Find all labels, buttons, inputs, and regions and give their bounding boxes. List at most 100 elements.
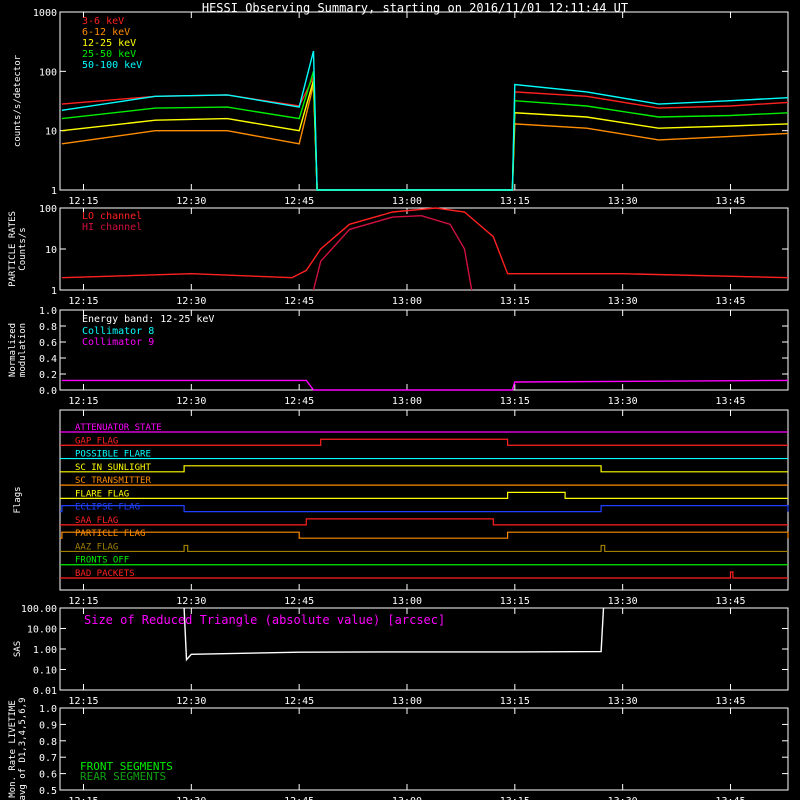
x-tick-label: 13:00 bbox=[392, 396, 422, 407]
y-axis-label: Flags bbox=[13, 486, 23, 513]
x-tick-label: 12:45 bbox=[284, 796, 314, 800]
flag-label: SC TRANSMITTER bbox=[75, 476, 151, 486]
x-tick-label: 13:45 bbox=[715, 796, 745, 800]
y-axis-label: PARTICLE RATES bbox=[8, 211, 18, 287]
x-tick-label: 12:45 bbox=[284, 196, 314, 207]
y-tick-label: 0.7 bbox=[39, 753, 57, 764]
panel-annotation: Size of Reduced Triangle (absolute value… bbox=[84, 613, 445, 627]
x-tick-label: 13:15 bbox=[500, 796, 530, 800]
flag-line bbox=[60, 505, 789, 513]
series-line bbox=[61, 76, 789, 191]
x-tick-label: 12:15 bbox=[68, 296, 98, 307]
x-tick-label: 13:15 bbox=[500, 396, 530, 407]
y-tick-label: 0.4 bbox=[39, 354, 57, 365]
panel-frame bbox=[59, 409, 789, 591]
x-tick-label: 12:45 bbox=[284, 596, 314, 607]
panel-1: 12:15 12:30 12:45 13:00 13:15 13:30 13:45 count… bbox=[13, 8, 789, 207]
flag-label: PARTICLE FLAG bbox=[75, 529, 145, 539]
y-axis-label: SAS bbox=[13, 641, 23, 657]
x-tick-label: 12:15 bbox=[68, 196, 98, 207]
x-tick-label: 12:15 bbox=[68, 696, 98, 707]
flag-line bbox=[60, 531, 789, 539]
series-line bbox=[61, 207, 789, 279]
y-axis-label: counts/s/detector bbox=[13, 54, 23, 147]
panel-6: 12:15 12:30 12:45 13:00 13:15 13:30 13:45 Mon. … bbox=[8, 698, 789, 800]
y-tick-label: 0.9 bbox=[39, 720, 57, 731]
flag-label: FRONTS OFF bbox=[75, 556, 129, 566]
legend-title: Energy band: 12-25 keV bbox=[82, 314, 214, 325]
panel-frame bbox=[59, 707, 789, 791]
x-tick-label: 12:45 bbox=[284, 696, 314, 707]
panel-2: 12:15 12:30 12:45 13:00 13:15 13:30 13:45 PARTI… bbox=[8, 204, 789, 307]
x-tick-label: 13:45 bbox=[715, 696, 745, 707]
x-tick-label: 12:30 bbox=[176, 296, 206, 307]
y-axis-label: avg of D1,3,4,5,6,9 bbox=[18, 698, 28, 800]
x-tick-label: 13:00 bbox=[392, 696, 422, 707]
x-tick-label: 13:45 bbox=[715, 396, 745, 407]
x-tick-label: 12:45 bbox=[284, 296, 314, 307]
flag-line bbox=[60, 465, 788, 473]
y-tick-label: 0.2 bbox=[39, 370, 57, 381]
series-line bbox=[61, 80, 789, 191]
legend-entry: 6-12 keV bbox=[82, 27, 130, 38]
y-tick-label: 1.0 bbox=[39, 704, 57, 715]
x-tick-label: 12:45 bbox=[284, 396, 314, 407]
flag-label: AAZ FLAG bbox=[75, 542, 118, 552]
figure-title: HESSI Observing Summary, starting on 201… bbox=[202, 1, 628, 15]
x-tick-label: 12:15 bbox=[68, 796, 98, 800]
flag-label: FLARE FLAG bbox=[75, 489, 129, 499]
flag-label: GAP FLAG bbox=[75, 436, 118, 446]
flag-label: BAD PACKETS bbox=[75, 569, 135, 579]
series-line bbox=[61, 379, 789, 391]
y-tick-label: 1.0 bbox=[39, 306, 57, 317]
series-line bbox=[183, 607, 605, 662]
flag-label: POSSIBLE FLARE bbox=[75, 450, 151, 460]
x-tick-label: 13:00 bbox=[392, 796, 422, 800]
legend-entry: FRONT SEGMENTS bbox=[80, 760, 173, 773]
series-line bbox=[61, 50, 789, 191]
legend-entry: 3-6 keV bbox=[82, 16, 124, 27]
flag-line bbox=[60, 438, 788, 446]
x-tick-label: 13:00 bbox=[392, 596, 422, 607]
y-axis-label: modulation bbox=[18, 323, 28, 377]
y-axis-label: Normalized bbox=[8, 323, 18, 377]
x-tick-label: 13:15 bbox=[500, 196, 530, 207]
legend-entry: 12-25 keV bbox=[82, 38, 136, 49]
legend-entry: HI channel bbox=[82, 222, 142, 233]
x-tick-label: 13:45 bbox=[715, 196, 745, 207]
y-tick-label: 10.00 bbox=[27, 625, 57, 636]
flag-label: SAA FLAG bbox=[75, 516, 118, 526]
panel-3: 12:15 12:30 12:45 13:00 13:15 13:30 13:45 Norma… bbox=[8, 306, 789, 407]
flag-line bbox=[60, 544, 788, 553]
y-tick-label: 0.01 bbox=[33, 686, 57, 697]
x-tick-label: 12:15 bbox=[68, 396, 98, 407]
x-tick-label: 13:00 bbox=[392, 196, 422, 207]
legend-entry: REAR SEGMENTS bbox=[80, 770, 166, 783]
panel-frame bbox=[59, 11, 789, 191]
panel-4: 12:15 12:30 12:45 13:00 13:15 13:30 13:45 Flags… bbox=[13, 409, 789, 607]
series-line bbox=[312, 214, 473, 291]
y-tick-label: 0.6 bbox=[39, 338, 57, 349]
x-tick-label: 13:15 bbox=[500, 296, 530, 307]
legend-entry: 50-100 keV bbox=[82, 60, 142, 71]
x-tick-label: 13:30 bbox=[608, 596, 638, 607]
y-tick-label: 0.8 bbox=[39, 737, 57, 748]
flag-label: ECLIPSE FLAG bbox=[75, 503, 140, 513]
flag-line bbox=[60, 571, 788, 579]
x-tick-label: 12:30 bbox=[176, 396, 206, 407]
x-tick-label: 12:30 bbox=[176, 196, 206, 207]
y-tick-label: 0.8 bbox=[39, 322, 57, 333]
legend-entry: Collimator 9 bbox=[82, 337, 154, 348]
flag-label: SC IN SUNLIGHT bbox=[75, 463, 151, 473]
x-tick-label: 13:15 bbox=[500, 596, 530, 607]
series-line bbox=[61, 84, 789, 191]
x-tick-label: 13:30 bbox=[608, 396, 638, 407]
y-tick-label: 1.00 bbox=[33, 645, 57, 656]
legend-entry: LO channel bbox=[82, 211, 142, 222]
flag-label: ATTENUATOR STATE bbox=[75, 423, 162, 433]
y-tick-label: 0.5 bbox=[39, 786, 57, 797]
flag-line bbox=[60, 518, 788, 526]
x-tick-label: 13:15 bbox=[500, 696, 530, 707]
x-tick-label: 13:30 bbox=[608, 696, 638, 707]
